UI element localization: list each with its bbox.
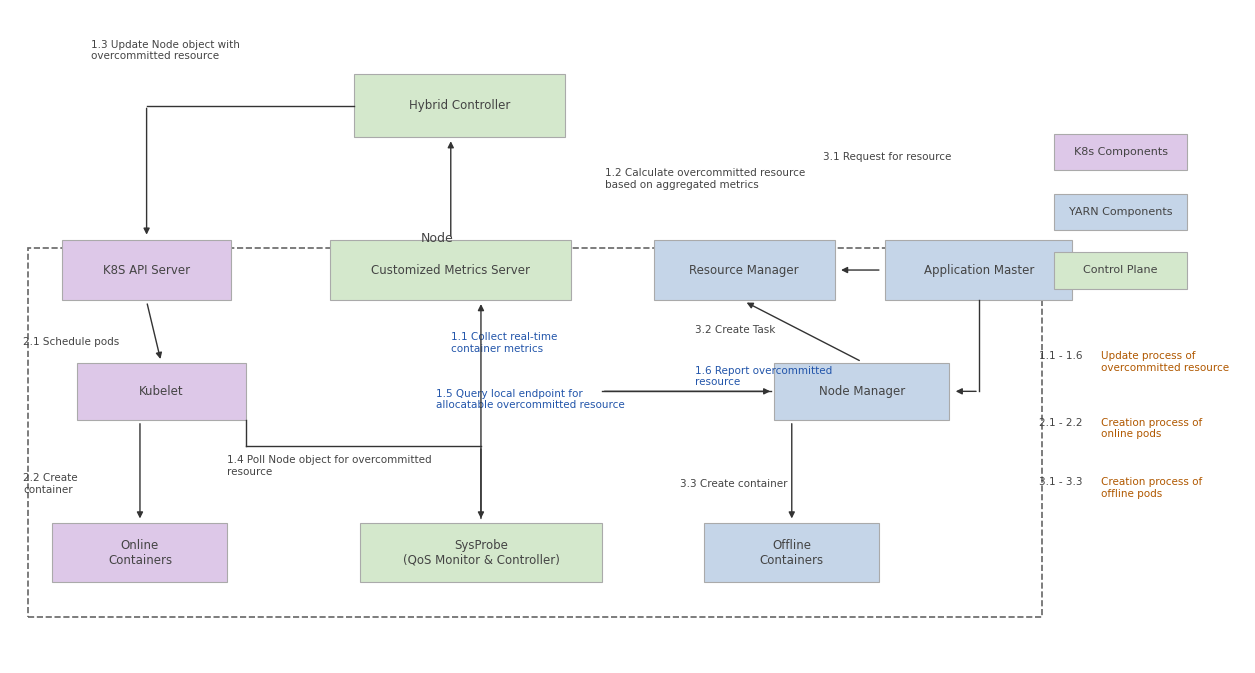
- Text: Kubelet: Kubelet: [139, 385, 183, 398]
- FancyBboxPatch shape: [774, 363, 949, 419]
- Text: Online
Containers: Online Containers: [108, 538, 172, 567]
- FancyBboxPatch shape: [53, 523, 227, 582]
- FancyBboxPatch shape: [704, 523, 880, 582]
- Text: YARN Components: YARN Components: [1069, 207, 1172, 217]
- Text: Update process of
overcommitted resource: Update process of overcommitted resource: [1102, 351, 1230, 373]
- Text: 1.5 Query local endpoint for
allocatable overcommitted resource: 1.5 Query local endpoint for allocatable…: [437, 389, 625, 411]
- FancyBboxPatch shape: [61, 240, 231, 300]
- Text: 1.1 - 1.6: 1.1 - 1.6: [1039, 351, 1082, 361]
- Text: 3.1 - 3.3: 3.1 - 3.3: [1039, 477, 1082, 487]
- Text: 3.3 Create container: 3.3 Create container: [680, 479, 788, 489]
- Text: Hybrid Controller: Hybrid Controller: [409, 99, 511, 112]
- Text: Node Manager: Node Manager: [818, 385, 905, 398]
- FancyBboxPatch shape: [1054, 252, 1187, 289]
- FancyBboxPatch shape: [360, 523, 601, 582]
- Text: K8S API Server: K8S API Server: [103, 264, 191, 277]
- Text: Customized Metrics Server: Customized Metrics Server: [371, 264, 531, 277]
- Text: SysProbe
(QoS Monitor & Controller): SysProbe (QoS Monitor & Controller): [403, 538, 560, 567]
- Text: Application Master: Application Master: [924, 264, 1034, 277]
- Text: 2.2 Create
container: 2.2 Create container: [24, 473, 78, 495]
- Text: Control Plane: Control Plane: [1083, 265, 1158, 275]
- Text: 3.2 Create Task: 3.2 Create Task: [694, 325, 776, 335]
- Text: 3.1 Request for resource: 3.1 Request for resource: [822, 152, 951, 162]
- FancyBboxPatch shape: [1054, 134, 1187, 170]
- Text: K8s Components: K8s Components: [1074, 147, 1167, 157]
- Text: 1.6 Report overcommitted
resource: 1.6 Report overcommitted resource: [694, 365, 832, 387]
- Text: 2.1 Schedule pods: 2.1 Schedule pods: [24, 336, 119, 347]
- FancyBboxPatch shape: [330, 240, 571, 300]
- Text: 1.2 Calculate overcommitted resource
based on aggregated metrics: 1.2 Calculate overcommitted resource bas…: [605, 168, 806, 190]
- Text: Creation process of
offline pods: Creation process of offline pods: [1102, 477, 1202, 499]
- FancyBboxPatch shape: [354, 74, 566, 137]
- Text: Resource Manager: Resource Manager: [689, 264, 799, 277]
- Text: 1.1 Collect real-time
container metrics: 1.1 Collect real-time container metrics: [451, 332, 557, 354]
- FancyBboxPatch shape: [654, 240, 835, 300]
- FancyBboxPatch shape: [1054, 194, 1187, 230]
- FancyBboxPatch shape: [77, 363, 246, 419]
- Text: Node: Node: [420, 232, 453, 245]
- Text: Offline
Containers: Offline Containers: [759, 538, 823, 567]
- Text: Creation process of
online pods: Creation process of online pods: [1102, 417, 1202, 439]
- Text: 1.3 Update Node object with
overcommitted resource: 1.3 Update Node object with overcommitte…: [92, 40, 240, 61]
- FancyBboxPatch shape: [885, 240, 1073, 300]
- Text: 1.4 Poll Node object for overcommitted
resource: 1.4 Poll Node object for overcommitted r…: [227, 456, 432, 477]
- Text: 2.1 - 2.2: 2.1 - 2.2: [1039, 417, 1082, 427]
